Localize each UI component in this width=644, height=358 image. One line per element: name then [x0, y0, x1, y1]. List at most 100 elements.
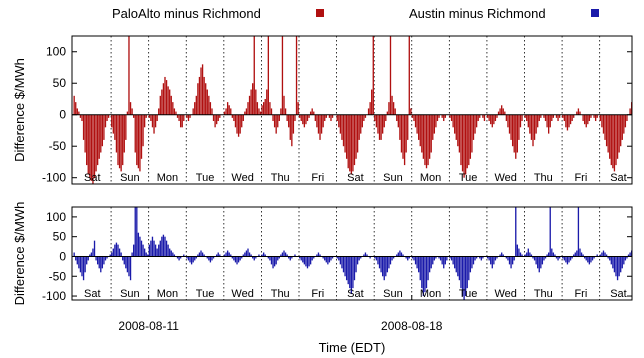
bar: [346, 256, 347, 280]
bar: [249, 253, 250, 257]
day-label: Sat: [347, 288, 364, 300]
bar: [91, 115, 92, 181]
bar: [191, 256, 192, 264]
bar: [407, 115, 408, 140]
bar: [426, 115, 427, 169]
bar: [75, 256, 76, 260]
bar: [136, 115, 137, 165]
bar: [114, 115, 115, 140]
bar: [371, 90, 372, 115]
day-label: Mon: [157, 288, 178, 300]
bar: [443, 256, 444, 268]
bar: [459, 115, 460, 153]
day-label: Sun: [383, 288, 403, 300]
bar: [340, 256, 341, 264]
bar: [564, 115, 565, 121]
bar: [155, 115, 156, 128]
bar: [612, 256, 613, 268]
bar: [551, 249, 552, 257]
bar: [626, 115, 627, 121]
bar: [119, 249, 120, 257]
bar: [402, 115, 403, 159]
bar: [470, 115, 471, 159]
bar: [136, 207, 137, 256]
bar: [564, 256, 565, 260]
bar: [247, 249, 248, 257]
bar: [410, 108, 411, 114]
bar: [95, 115, 96, 172]
bar: [606, 115, 607, 146]
bar: [424, 256, 425, 292]
bar: [88, 115, 89, 175]
bar: [420, 256, 421, 280]
x-tick-label: 2008-08-11: [118, 319, 179, 333]
bar: [296, 36, 297, 115]
bar: [337, 115, 338, 121]
bar: [470, 256, 471, 272]
bar: [463, 115, 464, 178]
bar: [473, 115, 474, 140]
bar: [581, 253, 582, 257]
bar: [355, 115, 356, 159]
bar: [615, 115, 616, 165]
bar: [174, 108, 175, 114]
bar: [509, 115, 510, 134]
bar: [521, 115, 522, 121]
bar: [338, 256, 339, 260]
bar: [615, 256, 616, 276]
bar: [348, 115, 349, 169]
bar: [84, 256, 85, 272]
bar: [106, 115, 107, 121]
bar: [373, 36, 374, 115]
day-label: Wed: [231, 288, 253, 300]
bar: [565, 256, 566, 262]
bar: [374, 115, 375, 121]
bar: [152, 237, 153, 257]
bar: [611, 256, 612, 264]
bar: [369, 102, 370, 115]
bar: [501, 105, 502, 114]
bar: [265, 99, 266, 115]
bar: [360, 115, 361, 134]
bar: [97, 115, 98, 165]
bar: [141, 115, 142, 159]
top-bar-series: [74, 36, 633, 184]
bar: [169, 90, 170, 115]
bar: [254, 36, 255, 115]
bar: [288, 115, 289, 128]
day-label: Fri: [574, 288, 587, 300]
bar: [617, 256, 618, 280]
bar: [274, 115, 275, 128]
bar: [246, 251, 247, 257]
bar: [283, 96, 284, 115]
bar: [457, 256, 458, 276]
bar: [518, 115, 519, 140]
legend-swatch-austin: [591, 9, 599, 17]
bar: [285, 253, 286, 257]
bar: [586, 256, 587, 260]
bar: [77, 256, 78, 264]
bar: [144, 115, 145, 128]
bar: [416, 256, 417, 268]
bar: [587, 256, 588, 262]
bar: [131, 108, 132, 114]
day-label: Sat: [84, 288, 101, 300]
bar: [294, 115, 295, 121]
bar: [116, 243, 117, 257]
bar: [117, 115, 118, 165]
bar: [271, 108, 272, 114]
bar: [499, 108, 500, 114]
bar: [622, 115, 623, 140]
bar: [429, 115, 430, 159]
y-tick-label: 50: [53, 230, 67, 244]
bar: [244, 253, 245, 257]
bar: [74, 96, 75, 115]
bar: [193, 108, 194, 114]
top-day-labels: Sat Sun Mon Tue Wed Thu Fri Sat Sun Mon Tue Wed Thu F…: [84, 172, 627, 184]
bar: [138, 233, 139, 257]
bar: [529, 253, 530, 257]
bar: [467, 115, 468, 169]
bar: [105, 115, 106, 128]
bar: [216, 115, 217, 124]
bar: [199, 253, 200, 257]
